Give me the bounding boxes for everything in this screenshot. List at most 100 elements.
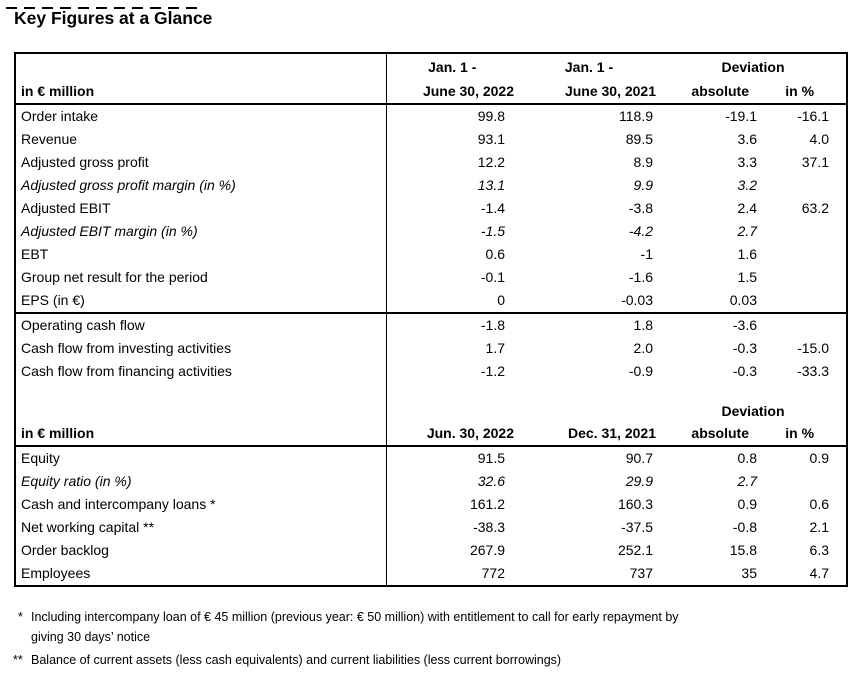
value-cell: 91.5	[477, 450, 505, 466]
section-profit-loss: Order intake 99.8 118.9 -19.1 -16.1 Revenue 93…	[15, 104, 848, 314]
row-label: Cash and intercompany loans *	[15, 493, 387, 516]
row-label: Adjusted EBIT	[15, 197, 387, 220]
value-cell: 3.2	[737, 177, 757, 193]
value-cell: 772	[481, 565, 505, 581]
table-row: Employees 772 737 35 4.7	[15, 562, 847, 586]
table-row: Adjusted gross profit margin (in %) 13.1 9…	[15, 174, 847, 197]
footnote-1: * Including intercompany loan of € 45 mi…	[0, 607, 859, 647]
value-cell: 737	[629, 565, 653, 581]
value-cell: -1.4	[480, 200, 505, 216]
value-cell: 15.8	[729, 542, 757, 558]
value-cell: -4.2	[628, 223, 653, 239]
value-cell: -1.5	[480, 223, 505, 239]
row-label: Net working capital **	[15, 516, 387, 539]
value-cell: -3.6	[732, 317, 757, 333]
header-row-columns: in € million June 30, 2022 June 30, 2021…	[15, 80, 848, 105]
footnote-1-line-1: Including intercompany loan of € 45 mill…	[31, 610, 679, 624]
value-cell: 9.9	[633, 177, 653, 193]
header-row-deviation2: Deviation	[15, 400, 847, 422]
table-row: Adjusted gross profit 12.2 8.9 3.3 37.1	[15, 151, 847, 174]
header-date-2021: Dec. 31, 2021	[518, 422, 660, 447]
header-deviation2: Deviation	[721, 403, 785, 419]
value-cell: 35	[741, 565, 757, 581]
value-cell	[759, 243, 847, 266]
section-balance-sheet: Equity 91.5 90.7 0.8 0.9 Equity ratio (in %) 3…	[15, 446, 847, 586]
table-row: Equity ratio (in %) 32.6 29.9 2.7	[15, 470, 847, 493]
header-in-percent: in %	[759, 80, 848, 105]
value-cell: -38.3	[473, 519, 505, 535]
header-period-2022-line2: June 30, 2022	[386, 80, 518, 105]
value-cell: -0.1	[480, 269, 505, 285]
spacer-row	[15, 383, 847, 400]
row-label: Adjusted EBIT margin (in %)	[15, 220, 387, 243]
row-label: Group net result for the period	[15, 266, 387, 289]
value-cell: 118.9	[619, 108, 653, 124]
table-row: Adjusted EBIT margin (in %) -1.5 -4.2 2.7	[15, 220, 847, 243]
value-cell: 0.8	[737, 450, 757, 466]
row-label: Adjusted gross profit	[15, 151, 387, 174]
value-cell: -1.6	[628, 269, 653, 285]
table-header-income-period: Jan. 1 - Jan. 1 - Deviation in € million…	[15, 53, 848, 105]
value-cell: 0.9	[809, 450, 830, 466]
value-cell	[759, 266, 847, 289]
value-cell: -37.5	[621, 519, 653, 535]
value-cell: -0.3	[732, 340, 757, 356]
table-row: Operating cash flow -1.8 1.8 -3.6	[15, 313, 847, 337]
value-cell: 267.9	[469, 542, 505, 558]
table-row: EPS (in €) 0 -0.03 0.03	[15, 289, 848, 314]
table-row: Cash flow from financing activities -1.2 -…	[15, 360, 847, 383]
value-cell: 1.8	[633, 317, 653, 333]
row-label: Cash flow from investing activities	[15, 337, 387, 360]
value-cell: 4.0	[809, 131, 830, 147]
value-cell: 3.3	[737, 154, 757, 170]
header-absolute2: absolute	[660, 422, 759, 447]
value-cell: 0.6	[485, 246, 505, 262]
table-row: Group net result for the period -0.1 -1.6 1…	[15, 266, 847, 289]
table-row: Order backlog 267.9 252.1 15.8 6.3	[15, 539, 847, 562]
table-row: Equity 91.5 90.7 0.8 0.9	[15, 446, 847, 470]
value-cell: 2.0	[633, 340, 653, 356]
row-label: Adjusted gross profit margin (in %)	[15, 174, 387, 197]
value-cell: 37.1	[801, 154, 830, 170]
footnote-1-marker: *	[18, 610, 23, 624]
value-cell: -3.8	[628, 200, 653, 216]
spacer-cell	[15, 383, 387, 400]
value-cell: 90.7	[625, 450, 653, 466]
table-row: Net working capital ** -38.3 -37.5 -0.8 2.1	[15, 516, 847, 539]
value-cell	[759, 174, 847, 197]
value-cell: -1	[640, 246, 653, 262]
value-cell: -16.1	[797, 108, 830, 124]
row-label: Operating cash flow	[15, 313, 387, 337]
value-cell: 2.7	[737, 223, 757, 239]
value-cell: 89.5	[625, 131, 653, 147]
header-empty-cell	[15, 400, 387, 422]
value-cell: -15.0	[797, 340, 830, 356]
footnote-1-line-2: giving 30 days’ notice	[31, 630, 151, 644]
header-empty-cell	[518, 400, 660, 422]
footnote-2-marker: **	[13, 653, 23, 667]
value-cell: -0.9	[628, 363, 653, 379]
table-row: Adjusted EBIT -1.4 -3.8 2.4 63.2	[15, 197, 847, 220]
table-header-balance-date: Deviation in € million Jun. 30, 2022 Dec…	[15, 383, 848, 447]
header-row-columns2: in € million Jun. 30, 2022 Dec. 31, 2021…	[15, 422, 848, 447]
value-cell: 8.9	[633, 154, 653, 170]
header-date-2022: Jun. 30, 2022	[386, 422, 518, 447]
value-cell: 0.03	[660, 289, 759, 314]
key-figures-table: Jan. 1 - Jan. 1 - Deviation in € million…	[14, 52, 849, 587]
value-cell: 4.7	[809, 565, 830, 581]
header-unit-label: in € million	[15, 80, 387, 105]
value-cell: 1.7	[485, 340, 505, 356]
value-cell	[759, 470, 847, 493]
row-label: EBT	[15, 243, 387, 266]
value-cell: 63.2	[801, 200, 830, 216]
value-cell: 13.1	[477, 177, 505, 193]
value-cell: 252.1	[617, 542, 653, 558]
value-cell: 6.3	[809, 542, 830, 558]
header-row-periods: Jan. 1 - Jan. 1 - Deviation	[15, 53, 847, 80]
value-cell: 0.6	[809, 496, 830, 512]
value-cell: 99.8	[477, 108, 505, 124]
value-cell: -1.8	[480, 317, 505, 333]
footnotes: * Including intercompany loan of € 45 mi…	[0, 607, 859, 670]
header-period-2021-line1: Jan. 1 -	[564, 58, 614, 75]
value-cell: 0.9	[737, 496, 757, 512]
